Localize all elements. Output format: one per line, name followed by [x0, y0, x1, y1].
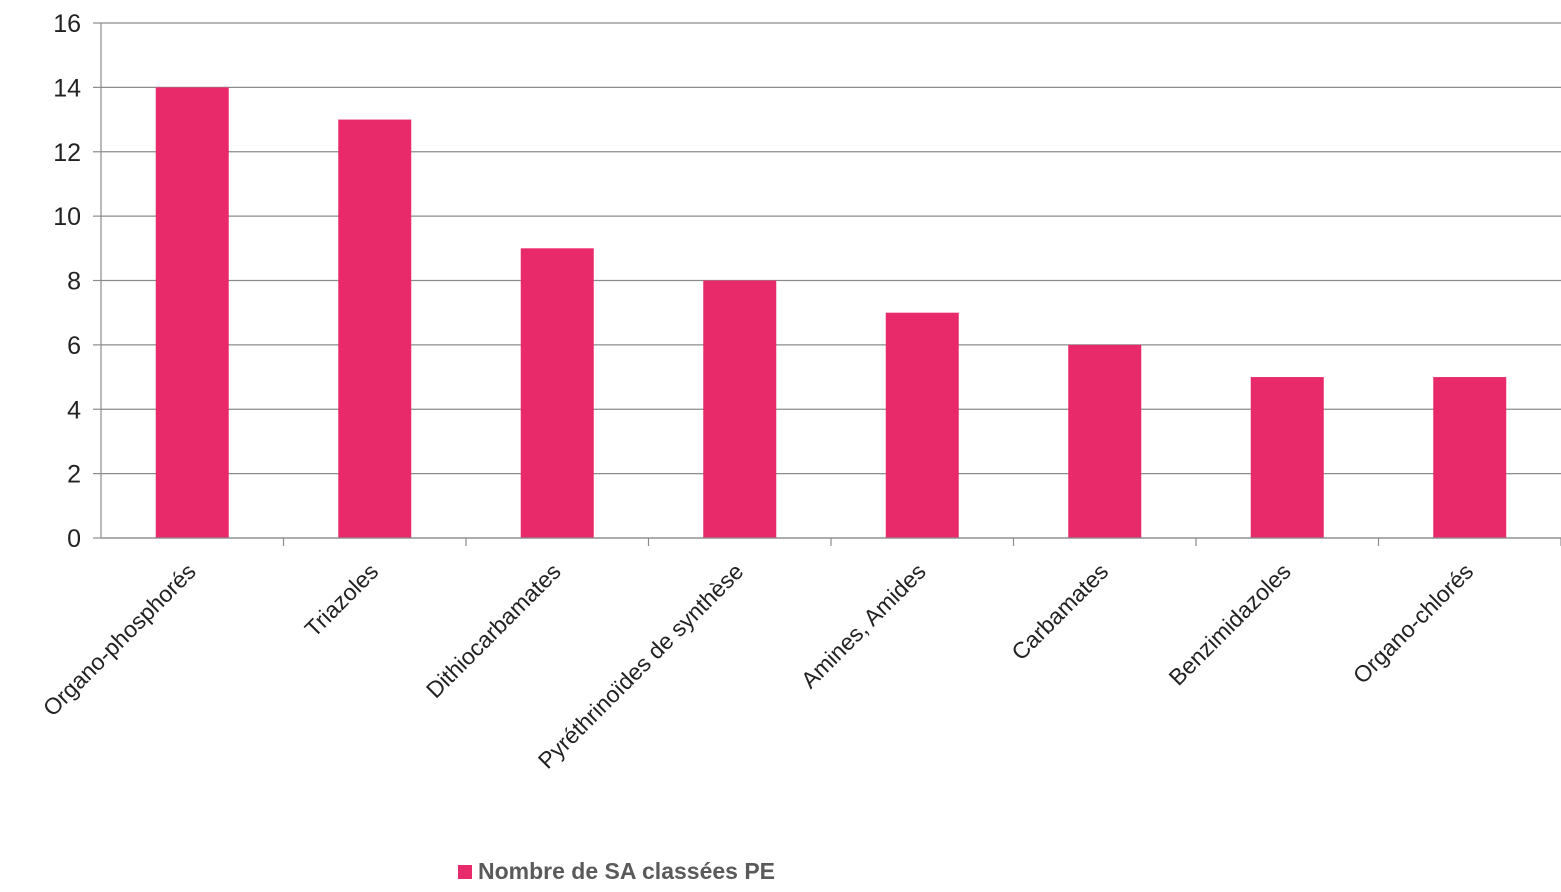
y-tick-label: 8 [67, 268, 81, 296]
x-tick-label: Carbamates [1006, 558, 1113, 665]
y-tick-label: 10 [53, 203, 81, 231]
bar [1250, 377, 1324, 538]
x-tick-label: Dithiocarbamates [421, 558, 566, 703]
x-tick-label: Organo-chlorés [1348, 558, 1478, 688]
x-tick-label: Pyréthrinoïdes de synthèse [533, 558, 748, 773]
y-tick-label: 16 [53, 10, 81, 38]
legend-swatch [458, 864, 472, 879]
legend: Nombre de SA classées PE [458, 858, 775, 885]
bar [885, 312, 959, 538]
y-tick-label: 0 [67, 525, 81, 553]
y-tick-label: 2 [67, 461, 81, 489]
bar [338, 119, 412, 538]
y-tick-label: 12 [53, 139, 81, 167]
y-tick-label: 6 [67, 332, 81, 360]
y-tick-label: 14 [53, 74, 81, 102]
bar [1433, 377, 1507, 538]
y-tick-label: 4 [67, 396, 81, 424]
bar [520, 248, 594, 538]
bar [703, 280, 777, 538]
x-tick-label: Triazoles [300, 558, 384, 642]
x-tick-label: Amines, Amides [796, 558, 931, 693]
legend-label: Nombre de SA classées PE [478, 858, 776, 884]
x-tick-label: Organo-phosphorés [38, 558, 201, 721]
bar [1068, 344, 1142, 538]
x-tick-label: Benzimidazoles [1163, 558, 1295, 690]
bar [155, 87, 229, 538]
